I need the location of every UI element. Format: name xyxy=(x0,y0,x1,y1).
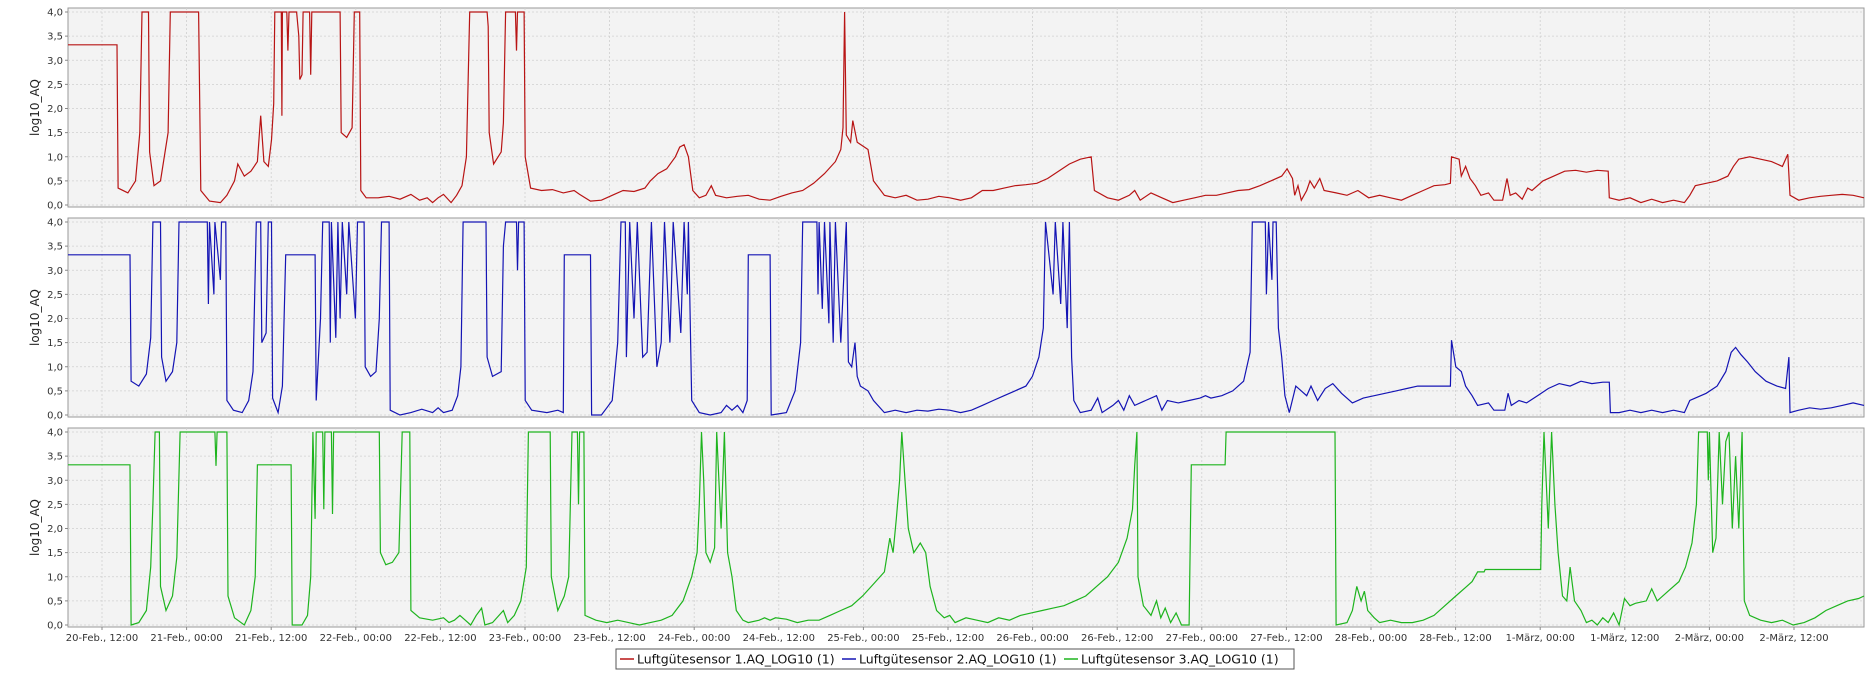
plot-panel-3: 0,0 0,5 1,0 1,5 2,0 2,5 3,0 3,5 4,0 log10_AQ xyxy=(28,427,1865,632)
y-tick-label: 4,0 xyxy=(47,8,63,19)
x-tick-label: 28-Feb., 12:00 xyxy=(1419,633,1491,644)
x-tick-label: 1-März, 00:00 xyxy=(1506,633,1575,644)
y-tick-label: 3,0 xyxy=(47,56,63,67)
y-tick-label: 3,5 xyxy=(47,32,63,43)
x-tick-label: 28-Feb., 00:00 xyxy=(1335,633,1407,644)
legend-label-3: Luftgütesensor 3.AQ_LOG10 (1) xyxy=(1081,652,1279,667)
y-tick-label: 0,0 xyxy=(47,411,63,422)
x-tick-label: 27-Feb., 00:00 xyxy=(1166,633,1238,644)
y-tick-label: 1,5 xyxy=(47,128,63,139)
y-tick-label: 2,0 xyxy=(47,524,63,535)
y-tick-label: 0,5 xyxy=(47,596,63,607)
y-tick-label: 2,0 xyxy=(47,314,63,325)
plot-area-1 xyxy=(67,7,1865,208)
y-axis-label: log10_AQ xyxy=(28,79,42,136)
plot-panel-2: 0,0 0,5 1,0 1,5 2,0 2,5 3,0 3,5 4,0 log10_AQ xyxy=(28,217,1865,422)
x-tick-label: 20-Feb., 12:00 xyxy=(66,633,138,644)
x-tick-label: 21-Feb., 12:00 xyxy=(235,633,307,644)
plot-area-2 xyxy=(67,217,1865,418)
y-tick-label: 4,0 xyxy=(47,218,63,229)
y-tick-label: 0,0 xyxy=(47,201,63,212)
legend-label-1: Luftgütesensor 1.AQ_LOG10 (1) xyxy=(637,652,835,667)
x-tick-label: 26-Feb., 12:00 xyxy=(1081,633,1153,644)
y-tick-label: 2,0 xyxy=(47,104,63,115)
legend: Luftgütesensor 1.AQ_LOG10 (1) Luftgütesen… xyxy=(615,648,1295,670)
y-tick-label: 0,5 xyxy=(47,386,63,397)
x-tick-label: 23-Feb., 00:00 xyxy=(489,633,561,644)
x-tick-label: 21-Feb., 00:00 xyxy=(150,633,222,644)
y-tick-label: 0,0 xyxy=(47,621,63,632)
plot-area-3 xyxy=(67,427,1865,628)
plot-panel-1: 0,0 0,5 1,0 1,5 2,0 2,5 3,0 3,5 4,0 log10_AQ xyxy=(28,7,1865,212)
x-tick-label: 27-Feb., 12:00 xyxy=(1250,633,1322,644)
legend-box xyxy=(615,648,1295,670)
y-tick-label: 4,0 xyxy=(47,428,63,439)
series-line-2 xyxy=(68,221,1865,416)
y-axis-label: log10_AQ xyxy=(28,289,42,346)
y-tick-label: 1,0 xyxy=(47,572,63,583)
x-tick-label: 25-Feb., 12:00 xyxy=(912,633,984,644)
x-tick-label: 2-März, 12:00 xyxy=(1759,633,1828,644)
x-tick-label: 25-Feb., 00:00 xyxy=(827,633,899,644)
y-tick-label: 3,0 xyxy=(47,476,63,487)
y-tick-label: 2,5 xyxy=(47,290,63,301)
x-tick-label: 23-Feb., 12:00 xyxy=(573,633,645,644)
y-tick-label: 1,0 xyxy=(47,152,63,163)
x-tick-label: 24-Feb., 00:00 xyxy=(658,633,730,644)
x-tick-label: 26-Feb., 00:00 xyxy=(996,633,1068,644)
x-tick-label: 22-Feb., 12:00 xyxy=(404,633,476,644)
y-tick-label: 1,5 xyxy=(47,548,63,559)
x-tick-label: 22-Feb., 00:00 xyxy=(320,633,392,644)
y-tick-label: 1,5 xyxy=(47,338,63,349)
x-tick-label: 24-Feb., 12:00 xyxy=(743,633,815,644)
y-tick-label: 3,0 xyxy=(47,266,63,277)
legend-label-2: Luftgütesensor 2.AQ_LOG10 (1) xyxy=(859,652,1057,667)
y-tick-label: 2,5 xyxy=(47,80,63,91)
y-tick-label: 0,5 xyxy=(47,176,63,187)
y-tick-label: 3,5 xyxy=(47,452,63,463)
x-tick-label: 2-März, 00:00 xyxy=(1675,633,1744,644)
x-tick-label: 1-März, 12:00 xyxy=(1590,633,1659,644)
y-axis-label: log10_AQ xyxy=(28,499,42,556)
y-tick-label: 3,5 xyxy=(47,242,63,253)
series-line-3 xyxy=(68,431,1865,627)
series-line-1 xyxy=(68,11,1865,204)
y-tick-label: 2,5 xyxy=(47,500,63,511)
y-tick-label: 1,0 xyxy=(47,362,63,373)
